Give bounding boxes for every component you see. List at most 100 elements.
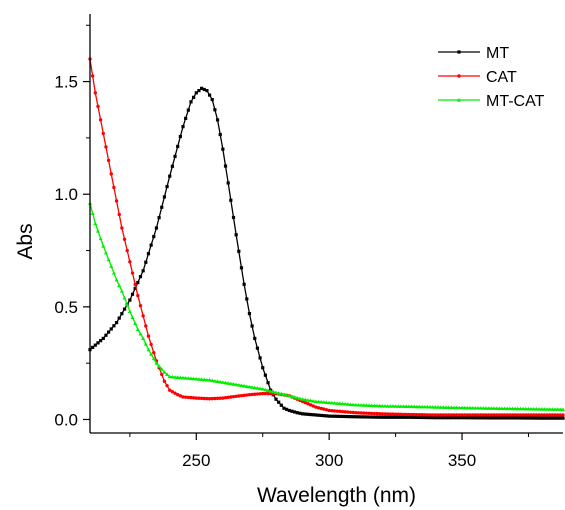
data-point xyxy=(375,411,379,416)
data-point xyxy=(483,406,488,410)
data-point xyxy=(340,401,345,406)
data-point xyxy=(380,403,385,408)
data-point xyxy=(510,413,515,417)
data-point xyxy=(281,392,286,397)
data-point xyxy=(223,396,228,400)
data-point xyxy=(558,407,563,411)
data-point xyxy=(457,74,461,78)
data-point xyxy=(204,377,209,382)
data-point xyxy=(417,404,422,409)
data-point xyxy=(255,386,260,390)
data-point xyxy=(305,398,310,402)
data-point xyxy=(202,377,207,382)
data-point xyxy=(497,413,501,417)
data-point xyxy=(98,236,103,241)
data-point xyxy=(454,405,459,410)
data-point xyxy=(526,413,531,417)
data-point xyxy=(447,413,451,417)
data-point xyxy=(425,404,430,409)
data-point xyxy=(561,407,565,411)
data-point xyxy=(452,416,456,420)
data-point xyxy=(548,416,552,420)
data-point xyxy=(439,416,443,420)
data-point xyxy=(455,416,459,420)
data-point xyxy=(192,95,196,99)
data-point xyxy=(502,416,507,420)
data-point xyxy=(236,383,241,387)
data-point xyxy=(479,416,483,420)
data-point xyxy=(183,395,188,399)
data-point xyxy=(398,404,403,408)
data-point xyxy=(199,377,204,381)
data-point xyxy=(226,381,231,385)
data-point xyxy=(247,384,252,389)
data-point xyxy=(409,412,414,417)
data-point xyxy=(114,321,119,325)
data-point xyxy=(322,407,326,411)
data-point xyxy=(375,415,379,419)
data-point xyxy=(162,370,167,374)
data-point xyxy=(119,289,124,293)
data-point xyxy=(218,379,223,384)
data-point xyxy=(467,405,472,410)
data-point xyxy=(521,413,525,417)
data-point xyxy=(457,413,462,417)
data-point xyxy=(362,411,366,415)
data-point xyxy=(417,415,422,420)
data-point xyxy=(430,405,435,409)
data-point xyxy=(311,404,315,408)
data-point xyxy=(295,395,300,400)
data-point xyxy=(101,336,105,340)
data-point xyxy=(104,145,108,149)
data-point xyxy=(406,404,411,409)
data-point xyxy=(175,375,180,379)
data-point xyxy=(362,415,366,419)
data-point xyxy=(96,341,100,345)
data-point xyxy=(181,125,185,129)
data-point xyxy=(186,376,191,380)
axes: 250 300 350 0.0 0.5 1.0 1.5 xyxy=(54,14,563,470)
data-point xyxy=(396,415,400,419)
data-point xyxy=(359,403,364,407)
data-point xyxy=(313,399,318,404)
data-point xyxy=(160,205,164,209)
data-point xyxy=(385,404,390,408)
data-point xyxy=(433,405,438,409)
data-point xyxy=(409,404,414,409)
legend-label: CAT xyxy=(486,69,517,86)
data-point xyxy=(101,131,105,136)
data-point xyxy=(521,416,525,420)
data-point xyxy=(258,386,263,391)
data-point xyxy=(234,382,239,387)
data-point xyxy=(449,413,454,417)
data-point xyxy=(462,405,467,410)
data-point xyxy=(114,277,119,282)
data-point xyxy=(151,356,156,361)
data-point xyxy=(377,403,382,408)
data-point xyxy=(266,381,270,385)
data-point xyxy=(186,395,191,400)
data-point xyxy=(492,413,496,417)
data-point xyxy=(499,406,504,411)
data-point xyxy=(489,416,493,420)
data-point xyxy=(513,416,517,420)
data-point xyxy=(553,416,557,420)
data-point xyxy=(122,307,127,311)
series-line xyxy=(89,203,564,410)
data-point xyxy=(122,295,127,300)
data-point xyxy=(152,234,156,239)
data-point xyxy=(135,327,140,331)
data-point xyxy=(247,312,252,316)
data-point xyxy=(516,413,520,417)
data-point xyxy=(532,413,536,417)
data-point xyxy=(388,415,392,419)
data-point xyxy=(207,93,212,97)
data-point xyxy=(550,407,555,411)
data-point xyxy=(125,248,129,253)
data-point xyxy=(130,315,135,319)
data-point xyxy=(553,413,557,417)
data-point xyxy=(327,414,331,418)
data-point xyxy=(460,413,464,417)
y-axis-title: Abs xyxy=(14,223,37,259)
legend-item: MT-CAT xyxy=(438,93,545,110)
